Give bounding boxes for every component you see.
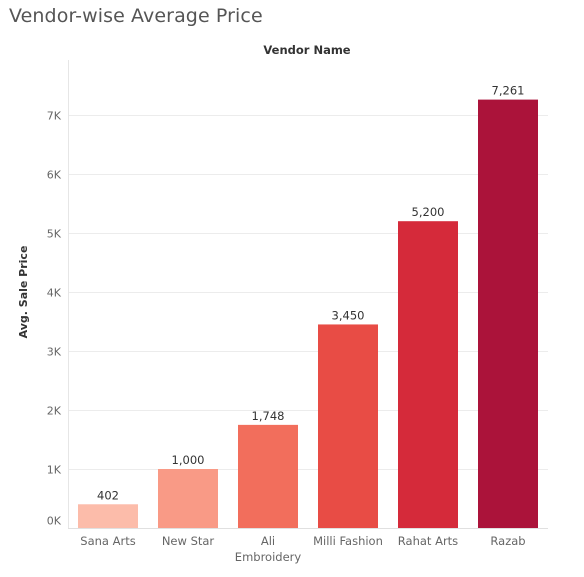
y-tick-label: 7K [47,110,62,123]
bar [478,99,538,528]
category-label: Rahat Arts [398,534,458,548]
bars [78,99,538,528]
bar [238,424,298,528]
y-axis-title: Avg. Sale Price [17,246,30,339]
labels: 402 Sana Arts 1,000 New Star 1,748 Ali Embroid… [80,84,525,564]
bar [398,221,458,528]
category-label: Milli Fashion [313,534,383,548]
data-label: 7,261 [492,84,525,98]
category-label: Razab [490,534,525,548]
data-label: 3,450 [332,308,365,322]
y-tick-label: 2K [47,405,62,418]
axes: 0K 1K 2K 3K 4K 5K 6K 7K [47,60,548,529]
data-label: 402 [97,488,119,502]
category-label: New Star [162,534,215,548]
category-label: Sana Arts [80,534,135,548]
bar [318,324,378,528]
data-label: 1,000 [172,453,205,467]
y-tick-label: 5K [47,228,62,241]
bar [158,469,218,528]
data-label: 5,200 [412,205,445,219]
y-tick-label: 4K [47,287,62,300]
chart-title: Vendor-wise Average Price [9,5,263,27]
gridlines [68,115,548,470]
bar [78,504,138,528]
y-tick-label: 0K [47,515,62,528]
column-header: Vendor Name [263,43,350,57]
y-tick-label: 1K [47,464,62,477]
y-tick-label: 6K [47,169,62,182]
category-label: Ali Embroidery [235,534,302,564]
y-tick-label: 3K [47,346,62,359]
data-label: 1,748 [252,409,285,423]
